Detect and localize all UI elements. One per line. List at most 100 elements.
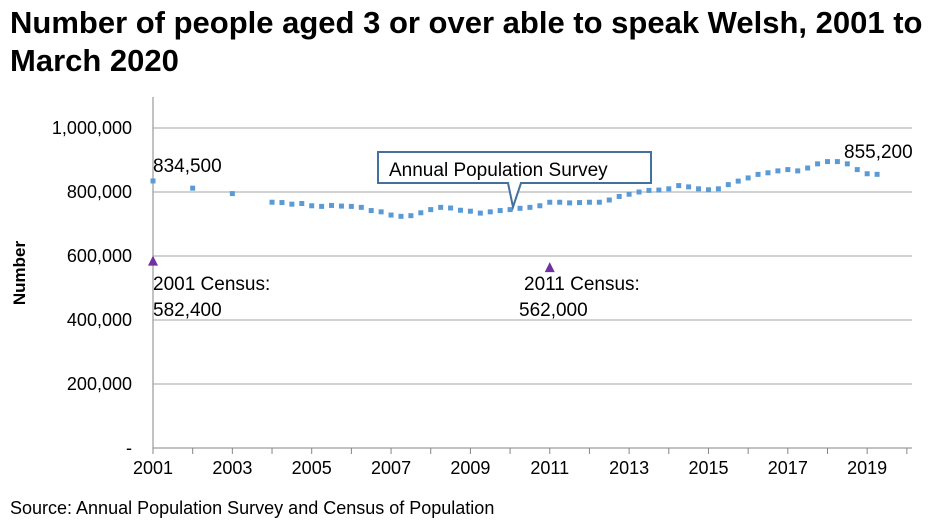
aps-point [785,167,791,173]
aps-point [834,159,840,165]
aps-point [636,189,642,195]
aps-point [557,199,563,205]
aps-point [378,209,384,215]
aps-point [854,167,860,173]
x-tick-label: 2019 [847,458,887,478]
aps-point [289,201,295,207]
aps-point [725,182,731,188]
aps-point [150,178,156,184]
data-points [148,159,880,273]
aps-point [755,171,761,177]
aps-point [616,193,622,199]
label-last-value: 855,200 [844,142,913,163]
aps-point [666,186,672,192]
aps-point [586,199,592,205]
aps-point [358,204,364,210]
aps-point [517,205,523,211]
aps-point [368,208,374,214]
aps-point [428,207,434,213]
x-tick-labels: 2001 2003 2005 2007 2009 2011 2013 2015 2017 2019 [133,458,887,478]
source-note: Source: Annual Population Survey and Cen… [10,498,495,518]
x-tick-label: 2001 [133,458,173,478]
aps-point [418,210,424,216]
census-point [148,255,158,266]
aps-point [477,210,483,216]
y-tick-label: 200,000 [67,374,132,394]
aps-point [815,161,821,167]
aps-point [745,175,751,181]
aps-point [190,185,196,191]
aps-point [874,171,880,177]
aps-point [408,213,414,219]
aps-point [795,168,801,174]
aps-point [269,199,275,205]
aps-point [844,161,850,167]
aps-callout-label: Annual Population Survey [389,160,608,181]
x-tick-label: 2007 [371,458,411,478]
aps-point [626,191,632,197]
aps-point [775,168,781,174]
aps-point [487,209,493,215]
aps-point [398,213,404,219]
aps-point [765,170,771,176]
aps-point [735,178,741,184]
x-tick-label: 2017 [768,458,808,478]
aps-point [279,200,285,206]
x-tick-label: 2003 [212,458,252,478]
label-census-2001-line1: 2001 Census: [153,274,270,295]
aps-point [229,191,235,197]
aps-point [497,208,503,214]
aps-point [338,203,344,209]
aps-point [448,205,454,211]
x-tick-label: 2011 [530,458,569,478]
x-tick-label: 2013 [609,458,649,478]
aps-point [329,202,335,208]
aps-point [537,203,543,209]
label-census-2011-line2: 562,000 [519,300,588,321]
aps-point [299,201,305,207]
aps-point [864,171,870,177]
y-tick-label: 400,000 [67,310,132,330]
aps-point [467,208,473,214]
aps-point [676,183,682,189]
y-tick-labels: - 200,000 400,000 600,000 800,000 1,000,000 [52,118,132,458]
aps-point [805,165,811,171]
aps-point [705,187,711,193]
aps-point [319,203,325,209]
aps-point [696,186,702,192]
label-census-2001-line2: 582,400 [153,300,222,321]
aps-callout-box [377,151,652,211]
aps-point [567,200,573,206]
aps-point [596,199,602,205]
aps-point [656,187,662,193]
aps-point [388,212,394,218]
census-point [544,262,555,273]
x-tick-label: 2009 [450,458,490,478]
aps-point [824,159,830,165]
x-tick-label: 2005 [292,458,332,478]
aps-point [438,204,444,210]
aps-point [309,203,315,209]
aps-point [348,203,354,209]
aps-point [507,207,513,213]
label-census-2011-line1: 2011 Census: [524,274,640,295]
gridlines [153,127,912,385]
y-axis-label: Number [10,241,29,306]
chart-title: Number of people aged 3 or over able to … [10,5,923,78]
x-tick-label: 2015 [688,458,728,478]
axes [152,97,912,454]
aps-point [457,207,463,213]
aps-point [547,199,553,205]
aps-point [577,200,583,206]
y-tick-label: 800,000 [67,182,132,202]
y-tick-label: 600,000 [67,246,132,266]
aps-point [606,197,612,203]
y-tick-label: 1,000,000 [52,118,132,138]
label-first-value: 834,500 [153,156,222,177]
aps-point [527,204,533,210]
aps-point [646,187,652,193]
aps-point [686,184,692,190]
y-tick-label: - [126,438,132,458]
aps-point [715,186,721,192]
